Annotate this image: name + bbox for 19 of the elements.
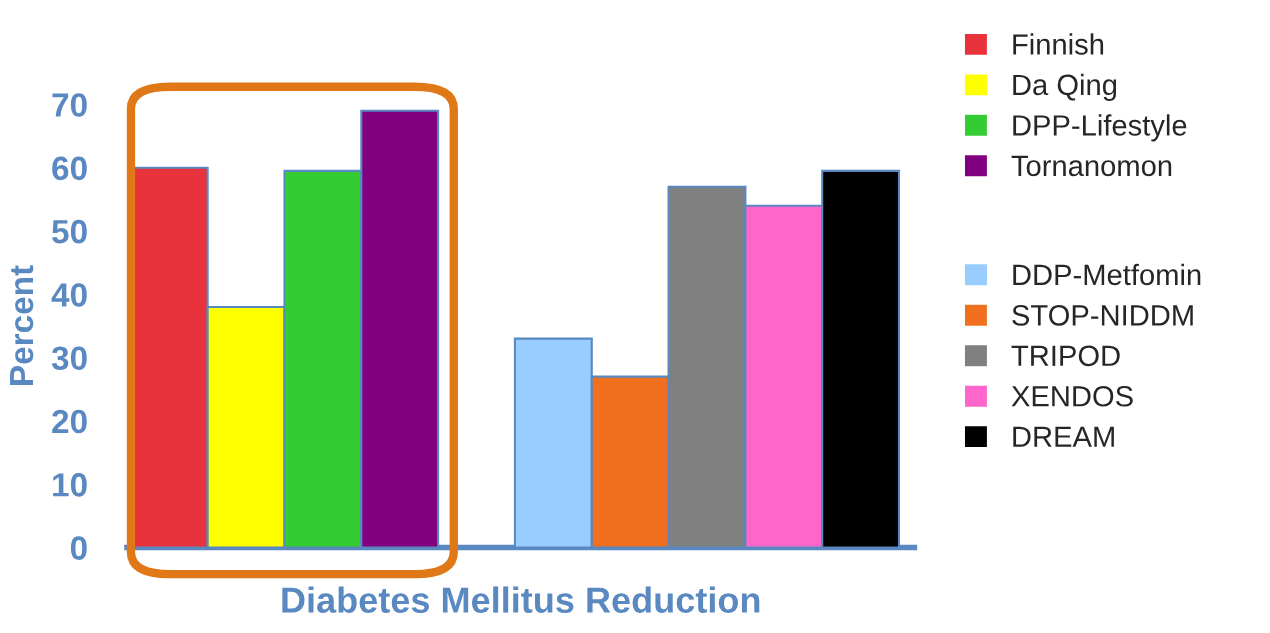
y-tick-label: 0 — [70, 536, 87, 560]
legend-label: DDP-Metfomin — [1013, 263, 1201, 286]
legend-label: STOP-NIDDM — [1012, 305, 1193, 326]
y-tick-label: 70 — [52, 93, 87, 117]
legend-label: Da Qing — [1013, 73, 1117, 102]
legend-label: XENDOS — [1011, 385, 1133, 407]
y-tick-label: 20 — [52, 409, 87, 434]
legend-label: DREAM — [1013, 426, 1114, 447]
x-axis-title: Diabetes Mellitus Reduction — [282, 586, 760, 613]
legend-label: Tornanomon — [1011, 155, 1172, 177]
y-tick-label: 40 — [51, 283, 87, 307]
y-axis-title: Percent — [10, 265, 34, 385]
y-tick-label: 10 — [53, 473, 87, 497]
y-tick-label: 60 — [52, 156, 87, 181]
legend-label: Finnish — [1013, 33, 1104, 55]
y-tick-label: 30 — [51, 346, 87, 371]
legend-label: DPP-Lifestyle — [1013, 114, 1187, 142]
y-tick-label: 50 — [52, 219, 87, 244]
legend-label: TRIPOD — [1011, 345, 1120, 367]
